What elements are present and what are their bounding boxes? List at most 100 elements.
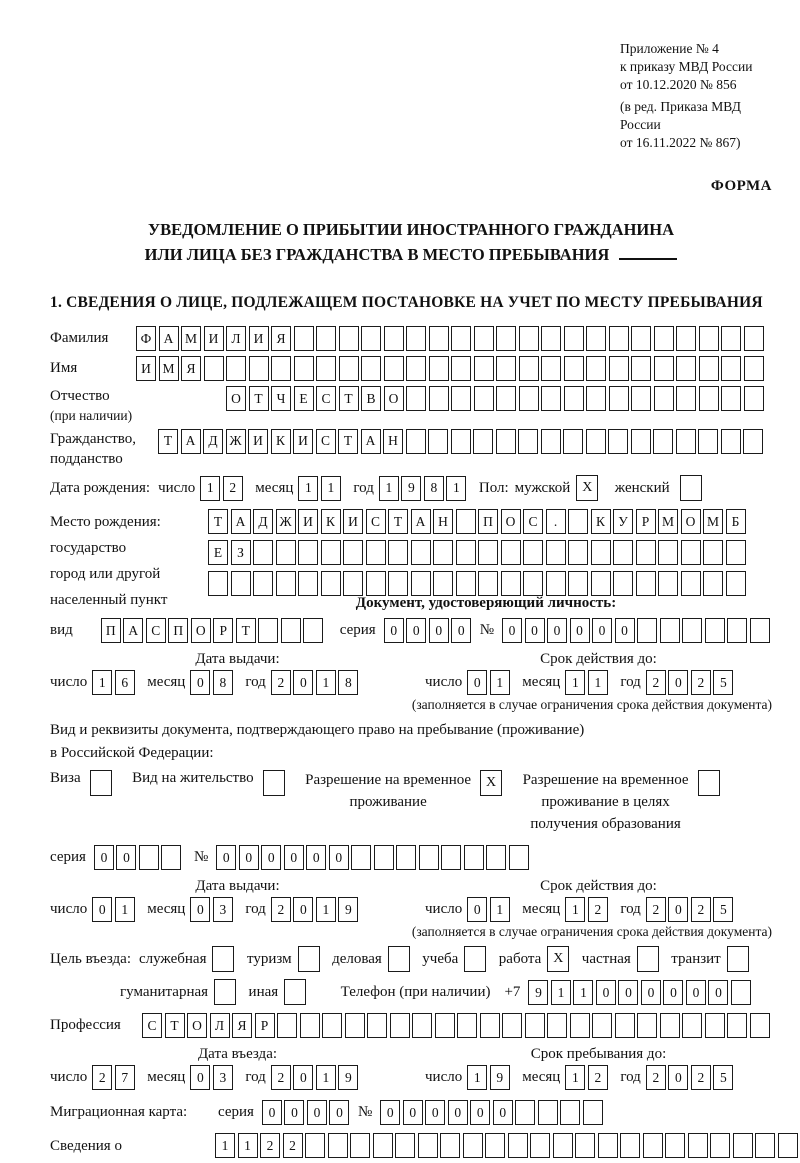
char-cell[interactable]: 2 <box>690 1065 711 1091</box>
char-cell[interactable] <box>298 540 318 565</box>
char-cell[interactable]: Р <box>635 509 656 534</box>
char-cell[interactable]: Е <box>208 540 228 565</box>
char-cell[interactable] <box>365 540 386 565</box>
char-cell[interactable] <box>608 428 628 454</box>
char-cell[interactable]: И <box>136 356 156 381</box>
char-cell[interactable] <box>749 1013 770 1039</box>
char-cell[interactable] <box>541 326 561 351</box>
char-cell[interactable] <box>710 1133 730 1159</box>
char-cell[interactable]: Н <box>433 509 453 534</box>
char-cell[interactable]: 9 <box>338 1065 359 1091</box>
char-cell[interactable]: 0 <box>569 618 590 643</box>
char-cell[interactable]: 9 <box>401 475 422 501</box>
char-cell[interactable] <box>389 1013 410 1039</box>
char-cell[interactable] <box>428 428 448 454</box>
char-cell[interactable]: Т <box>208 509 228 534</box>
char-cell[interactable] <box>545 571 566 596</box>
char-cell[interactable] <box>687 1133 708 1159</box>
char-cell[interactable]: 0 <box>467 670 488 695</box>
char-cell[interactable]: 1 <box>587 670 608 695</box>
char-cell[interactable]: 0 <box>328 845 349 871</box>
char-cell[interactable] <box>697 770 720 796</box>
char-cell[interactable]: 2 <box>260 1133 280 1159</box>
char-cell[interactable] <box>451 356 471 381</box>
char-cell[interactable]: П <box>478 509 498 534</box>
char-cell[interactable]: 1 <box>565 897 586 923</box>
char-cell[interactable] <box>569 1013 590 1039</box>
char-cell[interactable] <box>275 540 296 565</box>
char-cell[interactable]: 5 <box>713 897 734 923</box>
char-cell[interactable]: П <box>168 618 189 643</box>
char-cell[interactable] <box>297 946 320 973</box>
char-cell[interactable] <box>698 326 719 351</box>
char-cell[interactable] <box>585 428 606 454</box>
char-cell[interactable]: 8 <box>212 670 233 695</box>
char-cell[interactable]: Д <box>203 428 223 454</box>
char-cell[interactable] <box>777 1133 798 1159</box>
char-cell[interactable] <box>351 845 372 871</box>
char-cell[interactable]: 7 <box>114 1065 135 1091</box>
char-cell[interactable]: Т <box>235 618 256 643</box>
char-cell[interactable] <box>590 571 611 596</box>
char-cell[interactable]: И <box>248 326 269 351</box>
char-cell[interactable]: 0 <box>467 897 488 923</box>
char-cell[interactable]: 1 <box>446 475 467 501</box>
char-cell[interactable]: Ж <box>275 509 296 534</box>
char-cell[interactable] <box>372 1133 393 1159</box>
char-cell[interactable] <box>726 946 749 973</box>
char-cell[interactable] <box>320 571 341 596</box>
char-cell[interactable] <box>89 770 112 796</box>
char-cell[interactable]: 0 <box>451 618 472 643</box>
char-cell[interactable]: 2 <box>92 1065 113 1091</box>
char-cell[interactable]: А <box>230 509 251 534</box>
char-cell[interactable] <box>383 356 404 381</box>
char-cell[interactable] <box>620 1133 640 1159</box>
char-cell[interactable] <box>518 356 539 381</box>
char-cell[interactable] <box>523 540 543 565</box>
char-cell[interactable]: 0 <box>329 1100 350 1126</box>
char-cell[interactable] <box>496 356 516 381</box>
char-cell[interactable] <box>457 1013 477 1039</box>
char-cell[interactable] <box>226 356 246 381</box>
char-cell[interactable]: М <box>181 326 201 351</box>
char-cell[interactable]: 1 <box>565 670 586 695</box>
char-cell[interactable]: 0 <box>668 897 689 923</box>
char-cell[interactable] <box>680 571 701 596</box>
char-cell[interactable] <box>365 571 386 596</box>
char-cell[interactable]: И <box>298 509 318 534</box>
char-cell[interactable]: Ч <box>271 386 291 411</box>
char-cell[interactable] <box>586 356 606 381</box>
char-cell[interactable] <box>540 428 561 454</box>
char-cell[interactable]: 1 <box>320 475 341 501</box>
char-cell[interactable] <box>547 1013 567 1039</box>
char-cell[interactable] <box>727 1013 747 1039</box>
char-cell[interactable] <box>271 356 291 381</box>
char-cell[interactable] <box>637 1013 657 1039</box>
char-cell[interactable]: Т <box>388 509 408 534</box>
char-cell[interactable] <box>698 428 718 454</box>
char-cell[interactable]: 1 <box>298 475 319 501</box>
char-cell[interactable] <box>248 356 269 381</box>
char-cell[interactable] <box>563 386 584 411</box>
char-cell[interactable] <box>258 618 279 643</box>
char-cell[interactable] <box>721 326 741 351</box>
char-cell[interactable]: З <box>230 540 251 565</box>
char-cell[interactable]: 0 <box>447 1100 468 1126</box>
char-cell[interactable] <box>434 1013 455 1039</box>
char-cell[interactable]: 0 <box>261 1100 282 1126</box>
char-cell[interactable]: 0 <box>524 618 545 643</box>
char-cell[interactable] <box>230 571 251 596</box>
char-cell[interactable] <box>138 845 159 871</box>
char-cell[interactable] <box>473 356 494 381</box>
char-cell[interactable]: 2 <box>690 897 711 923</box>
char-cell[interactable] <box>582 1100 603 1126</box>
char-cell[interactable]: И <box>248 428 268 454</box>
char-cell[interactable]: А <box>158 326 179 351</box>
char-cell[interactable] <box>530 1133 550 1159</box>
char-cell[interactable] <box>613 571 633 596</box>
char-cell[interactable]: Л <box>226 326 246 351</box>
char-cell[interactable] <box>500 571 521 596</box>
char-cell[interactable]: К <box>590 509 611 534</box>
char-cell[interactable]: 0 <box>284 1100 305 1126</box>
char-cell[interactable]: 0 <box>668 670 689 695</box>
